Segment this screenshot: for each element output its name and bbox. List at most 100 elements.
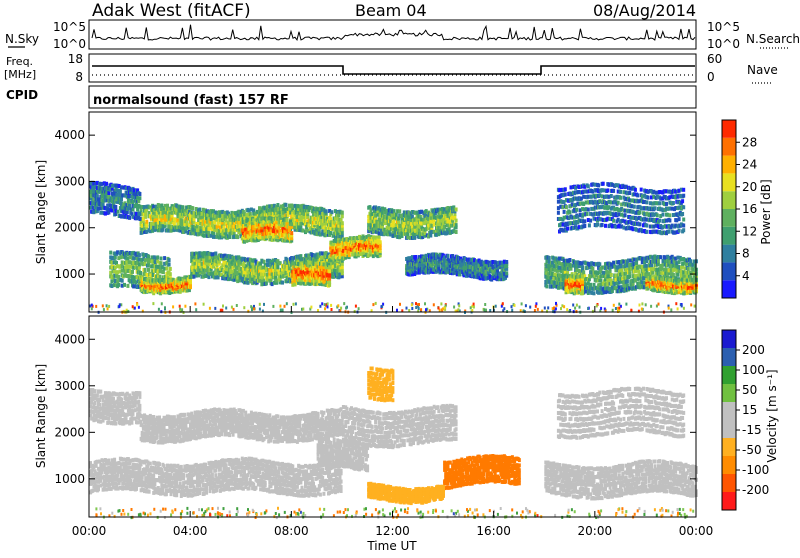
freq-tick-top: 18 (68, 52, 83, 66)
heatmap-cell (626, 279, 629, 283)
heatmap-cell (610, 273, 613, 277)
heatmap-cell (505, 271, 508, 275)
heatmap-cell (105, 182, 108, 186)
heatmap-cell (325, 209, 328, 213)
nsearch-tick-bottom: 10^0 (707, 37, 740, 51)
heatmap-cell (290, 231, 293, 235)
heatmap-cell (341, 214, 344, 218)
heatmap-cell (341, 211, 344, 215)
heatmap-cell (598, 262, 601, 266)
heatmap-cell (582, 270, 585, 274)
heatmap-cell (156, 255, 159, 259)
heatmap-cell (568, 258, 571, 262)
heatmap-cell (214, 252, 217, 256)
heatmap-cell (121, 279, 124, 283)
heatmap-cell (309, 261, 312, 265)
nave-tick-top: 60 (707, 52, 722, 66)
freq-series-line (92, 66, 695, 74)
freq-tick-bottom: 8 (75, 70, 83, 84)
heatmap-cell (348, 253, 351, 257)
heatmap-cell (398, 209, 401, 213)
heatmap-cell (414, 255, 417, 259)
heatmap-cell (328, 269, 331, 273)
beam-label: Beam 04 (355, 1, 427, 20)
nsky-series-line (92, 25, 695, 40)
heatmap-cell (160, 261, 163, 265)
heatmap-cell (160, 257, 163, 261)
heatmap-cell (138, 217, 141, 221)
site-title: Adak West (fitACF) (92, 1, 251, 21)
heatmap-cell (628, 271, 631, 275)
heatmap-cell (145, 223, 148, 227)
heatmap-cell (265, 281, 268, 285)
heatmap-cell (330, 210, 333, 214)
nsky-tick-top: 10^5 (53, 20, 86, 34)
heatmap-cell (341, 227, 344, 231)
heatmap-cell (455, 230, 458, 234)
heatmap-cell (236, 235, 239, 239)
heatmap-cell (637, 270, 640, 274)
heatmap-cell (128, 204, 131, 208)
heatmap-cell (131, 270, 134, 274)
heatmap-cell (128, 216, 131, 220)
heatmap-cell (126, 284, 129, 288)
heatmap-cell (117, 283, 120, 287)
heatmap-cell (447, 254, 450, 258)
heatmap-cell (341, 231, 344, 235)
heatmap-cell (379, 240, 382, 244)
date-label: 08/Aug/2014 (593, 1, 696, 20)
heatmap-cell (341, 265, 344, 269)
cpid-label: CPID (6, 88, 38, 102)
heatmap-cell (119, 189, 122, 193)
nsearch-tick-top: 10^5 (707, 20, 740, 34)
heatmap-cell (109, 251, 112, 255)
heatmap-cell (120, 198, 123, 202)
heatmap-cell (145, 220, 148, 224)
heatmap-cell (163, 256, 166, 260)
heatmap-cell (144, 268, 147, 272)
heatmap-cell (290, 222, 293, 226)
heatmap-cell (393, 209, 396, 213)
heatmap-cell (612, 261, 615, 265)
heatmap-cell (591, 267, 594, 271)
heatmap-cell (328, 265, 331, 269)
heatmap-cell (168, 263, 171, 267)
heatmap-cell (168, 258, 171, 262)
heatmap-cell (455, 223, 458, 227)
heatmap-cell (455, 208, 458, 212)
heatmap-cell (284, 203, 287, 207)
heatmap-cell (276, 265, 279, 269)
heatmap-cell (379, 246, 382, 250)
heatmap-cell (581, 265, 584, 269)
heatmap-cell (651, 271, 654, 275)
heatmap-cell (181, 205, 184, 209)
heatmap-cell (191, 206, 194, 210)
heatmap-cell (548, 256, 551, 260)
freq-label-line2: [MHz] (4, 68, 36, 81)
heatmap-cell (286, 218, 289, 222)
freq-label-line1: Freq. (6, 55, 33, 68)
nave-label: Nave (747, 63, 778, 77)
nsky-panel-frame (89, 20, 696, 49)
cpid-text: normalsound (fast) 157 RF (93, 93, 289, 108)
heatmap-cell (228, 235, 231, 239)
heatmap-cell (147, 255, 150, 259)
heatmap-cell (138, 253, 141, 257)
nsearch-label: N.Search (746, 32, 800, 46)
heatmap-cell (123, 283, 126, 287)
heatmap-cell (413, 236, 416, 240)
heatmap-cell (162, 270, 165, 274)
heatmap-cell (249, 212, 252, 216)
heatmap-cell (139, 271, 142, 275)
heatmap-cell (147, 268, 150, 272)
heatmap-cell (114, 256, 117, 260)
heatmap-cell (455, 219, 458, 223)
heatmap-cell (632, 283, 635, 287)
nsky-tick-bottom: 10^0 (53, 37, 86, 51)
heatmap-cell (593, 291, 596, 295)
power-heatmap (89, 181, 698, 314)
nsky-label: N.Sky (5, 32, 39, 46)
heatmap-cell (169, 267, 172, 271)
